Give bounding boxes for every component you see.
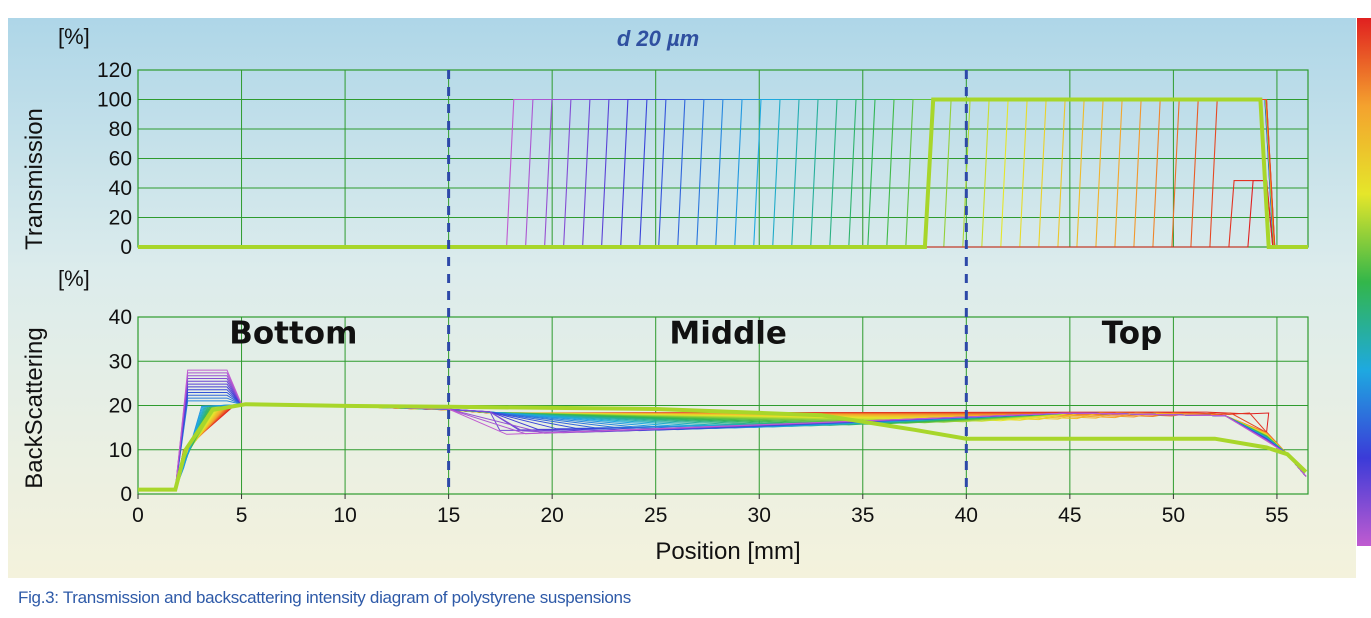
region-label: Top (1102, 316, 1163, 352)
chart-svg: [%] d 20 µm Transmission 020406080100120… (8, 18, 1371, 578)
region-label: Middle (669, 316, 787, 352)
backscattering-y-tick-label: 40 (109, 306, 132, 329)
chart-title: d 20 µm (617, 26, 699, 51)
x-tick-label: 40 (955, 504, 978, 527)
transmission-ticks: 0 20 40 60 80 100 120 (97, 59, 132, 259)
transmission-axis-label: Transmission (21, 108, 48, 250)
backscattering-y-tick-label: 20 (109, 395, 132, 418)
backscattering-profile-line (138, 369, 1307, 491)
transmission-y-tick-label: 120 (97, 59, 132, 82)
x-tick-label: 30 (748, 504, 771, 527)
region-label: Bottom (229, 316, 357, 352)
backscattering-unit-label: [%] (58, 266, 90, 291)
backscattering-axis-label: BackScattering (21, 327, 48, 488)
x-tick-label: 55 (1265, 504, 1288, 527)
transmission-y-tick-label: 100 (97, 89, 132, 112)
x-tick-label: 45 (1058, 504, 1081, 527)
transmission-highlight-line (138, 97, 1308, 249)
transmission-y-tick-label: 60 (109, 148, 132, 171)
x-axis-label: Position [mm] (655, 538, 800, 565)
backscattering-y-tick-label: 0 (120, 483, 132, 506)
x-tick-label: 25 (644, 504, 667, 527)
transmission-y-tick-label: 80 (109, 118, 132, 141)
chart-figure: [%] d 20 µm Transmission 0 20 40 60 80 100 120… (8, 18, 1371, 578)
x-tick-label: 10 (333, 504, 356, 527)
transmission-profiles (138, 97, 1308, 249)
transmission-y-tick-label: 20 (109, 207, 132, 230)
x-tick-label: 20 (540, 504, 563, 527)
backscattering-profiles (138, 369, 1308, 492)
x-tick-label: 35 (851, 504, 874, 527)
section-separators (447, 70, 968, 494)
transmission-unit-label: [%] (58, 24, 90, 49)
backscattering-y-tick-label: 30 (109, 350, 132, 373)
backscattering-highlight-line (138, 402, 1308, 492)
x-tick-label: 50 (1162, 504, 1185, 527)
x-tick-label: 15 (437, 504, 460, 527)
backscattering-ticks: 0 10 20 30 40 (109, 306, 132, 506)
figure-caption: Fig.3: Transmission and backscattering i… (18, 588, 631, 607)
transmission-y-tick-label: 0 (120, 236, 132, 259)
x-axis-ticks: 0 5 10 15 20 25 30 35 40 45 50 55 (132, 494, 1289, 527)
colorbar (1357, 18, 1371, 546)
x-tick-label: 0 (132, 504, 144, 527)
backscattering-y-tick-label: 10 (109, 439, 132, 462)
chart-background (8, 18, 1356, 578)
x-tick-label: 5 (236, 504, 248, 527)
region-labels: Bottom Middle Top (229, 316, 1162, 352)
transmission-y-tick-label: 40 (109, 177, 132, 200)
